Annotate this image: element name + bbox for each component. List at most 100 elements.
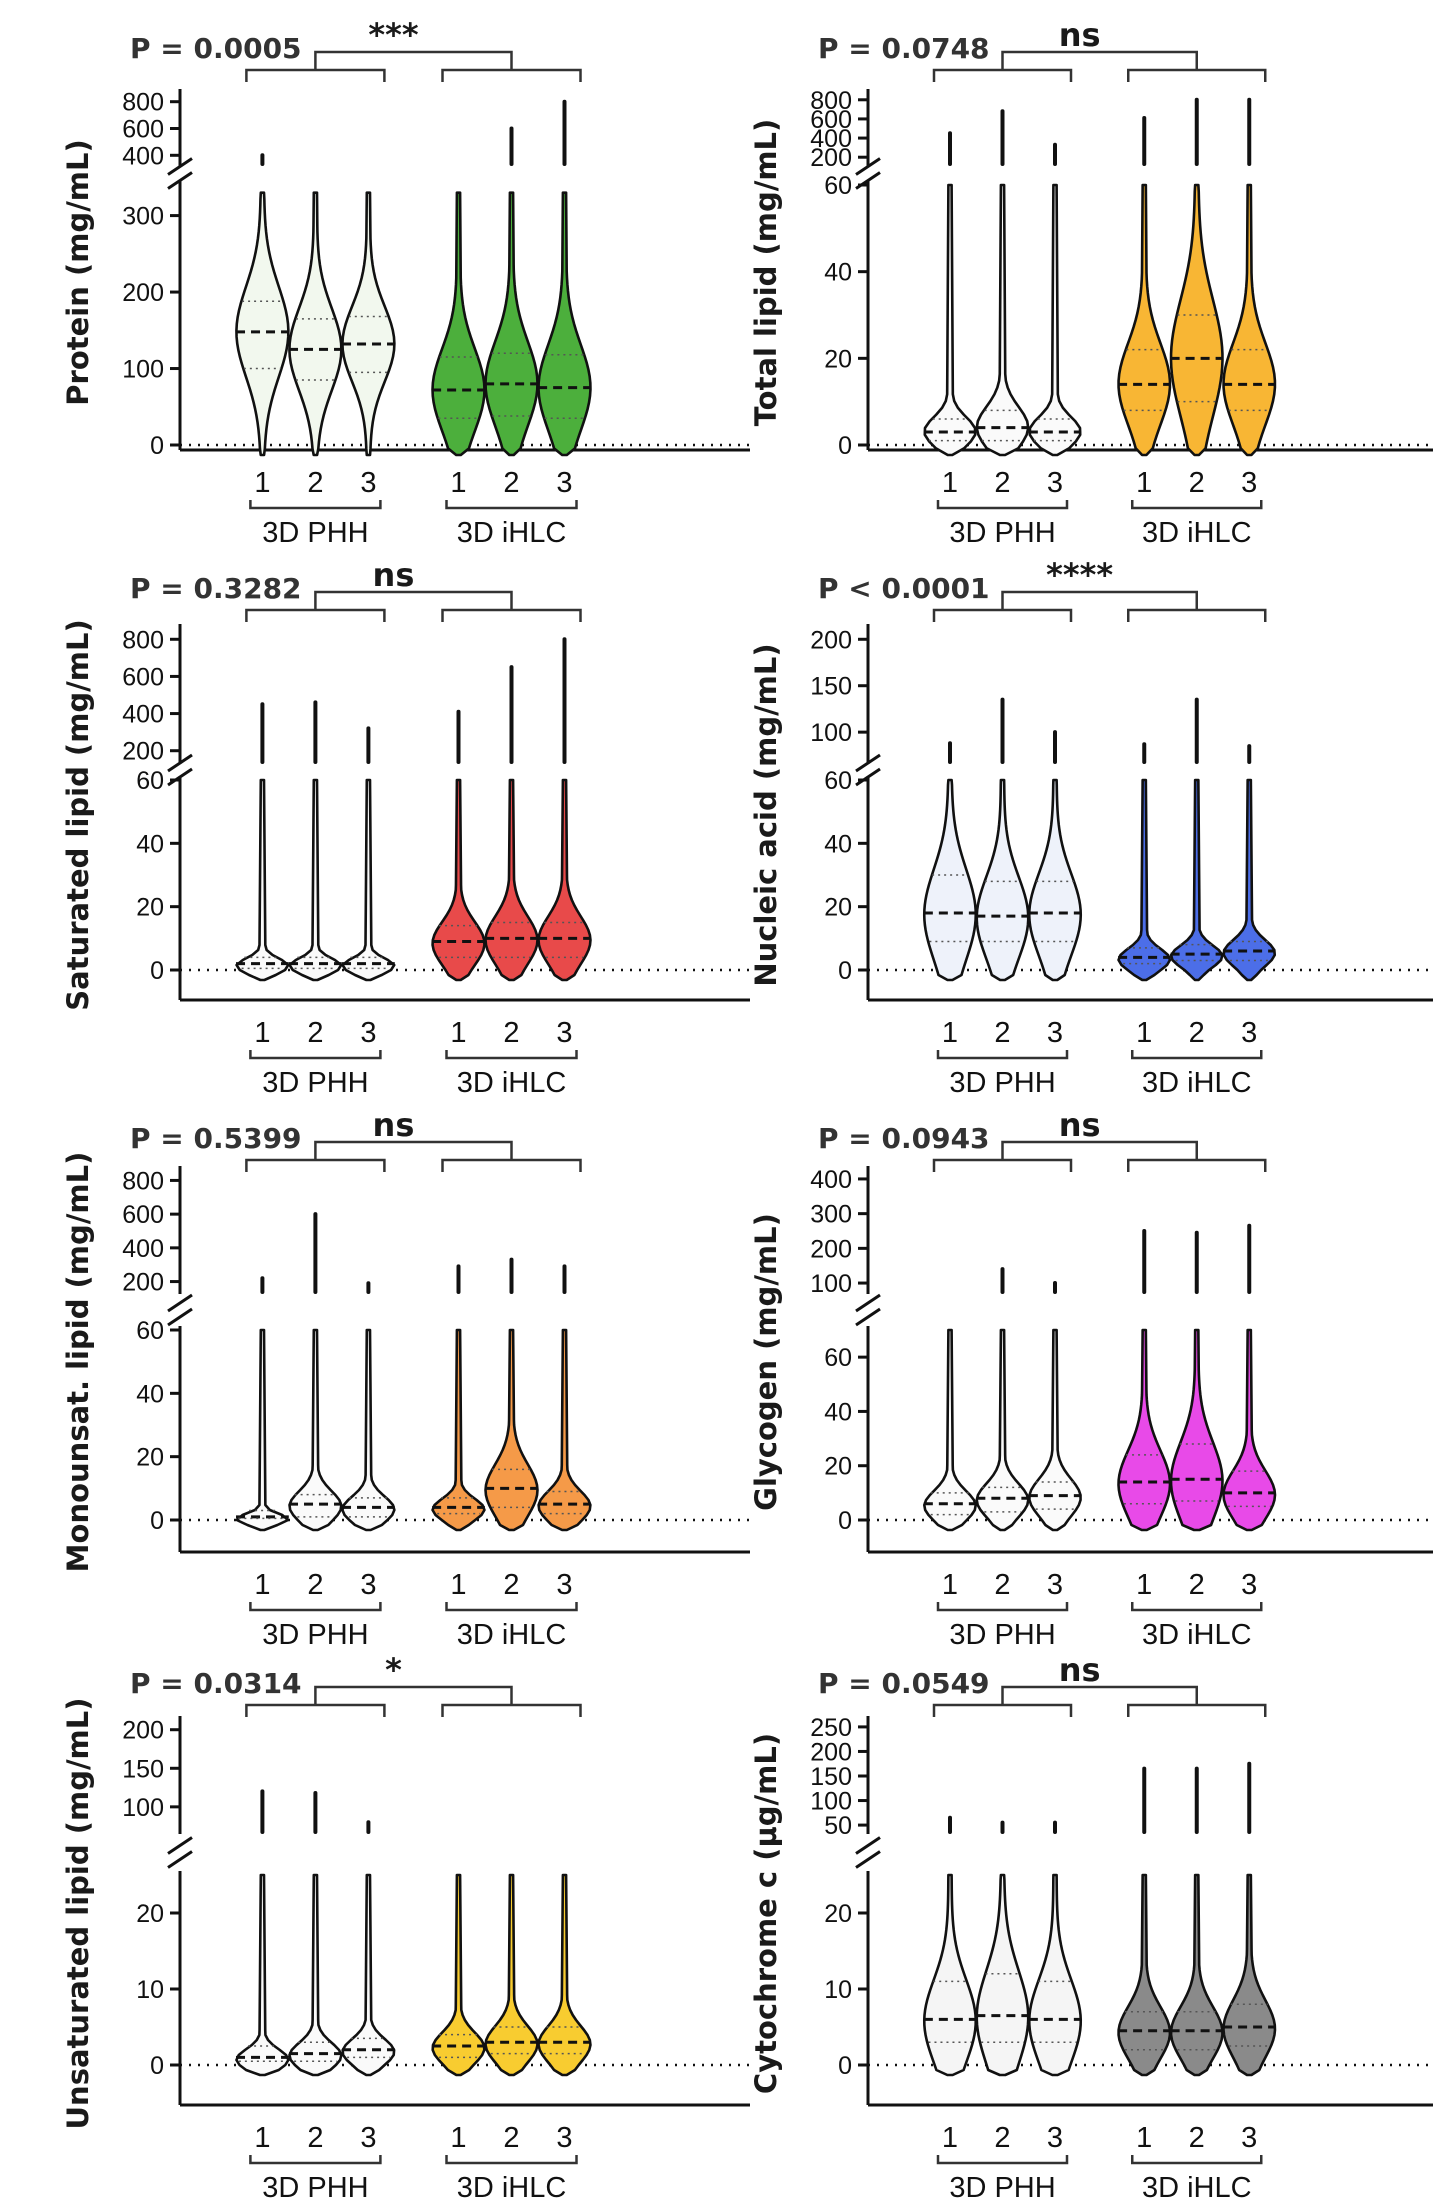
violin-body	[975, 1328, 1030, 1532]
category-label: 3	[1047, 1569, 1063, 1601]
group-label: 3D PHH	[949, 2172, 1055, 2201]
violin-3d-phh-2	[975, 1267, 1030, 1532]
p-value: P = 0.0005	[130, 32, 302, 65]
group-label: 3D PHH	[262, 517, 368, 549]
axis-break-mark	[167, 1293, 193, 1313]
violin-body	[1117, 778, 1172, 982]
violin-body	[1117, 1328, 1172, 1532]
category-label: 2	[503, 467, 519, 499]
violin-3d-phh-3	[1027, 1820, 1083, 2077]
category-label: 2	[307, 467, 323, 499]
category-label: 2	[994, 467, 1010, 499]
violin-body	[922, 778, 978, 982]
category-label: 3	[1241, 467, 1257, 499]
violin-3d-ihlc-1	[1117, 115, 1172, 457]
category-label: 1	[254, 2122, 270, 2154]
violin-3d-phh-3	[341, 726, 396, 982]
significance-bracket	[314, 590, 513, 610]
y-tick-label: 100	[810, 1270, 852, 1298]
violin-3d-ihlc-2	[1169, 697, 1224, 982]
y-tick-label: 50	[824, 1812, 852, 1840]
violin-3d-phh-1	[922, 1328, 978, 1532]
violin-panel-4: 0 20 40 60 100 150 200 Nucleic acid (mg/mL) 1 2 3 1…	[749, 556, 1433, 1099]
group-bracket	[936, 500, 1069, 510]
comparison-bracket	[245, 608, 386, 622]
y-tick-label: 20	[824, 345, 852, 373]
p-value: P = 0.0748	[818, 32, 990, 65]
p-value: P = 0.0314	[130, 1667, 302, 1700]
violin-3d-ihlc-2	[484, 126, 539, 457]
violin-3d-ihlc-3	[1222, 1223, 1277, 1532]
group-bracket	[1131, 2155, 1263, 2165]
y-tick-label: 0	[150, 1507, 164, 1535]
category-label: 1	[450, 467, 466, 499]
group-bracket	[1131, 500, 1263, 510]
y-tick-label: 60	[136, 1317, 164, 1345]
violin-3d-phh-3	[1028, 1281, 1082, 1532]
category-label: 2	[1189, 1569, 1205, 1601]
significance-bracket	[1001, 50, 1198, 70]
y-tick-label: 100	[122, 356, 164, 384]
group-label: 3D iHLC	[1142, 2172, 1252, 2201]
significance-marker: ns	[1059, 1651, 1101, 1689]
violin-body	[431, 191, 486, 457]
violin-body	[537, 778, 592, 982]
violin-body	[288, 191, 343, 457]
y-tick-label: 0	[838, 1507, 852, 1535]
category-label: 3	[1241, 1569, 1257, 1601]
violin-3d-ihlc-2	[484, 1257, 539, 1532]
category-label: 3	[1241, 1017, 1257, 1049]
y-tick-label: 300	[122, 203, 164, 231]
y-tick-label: 400	[122, 701, 164, 729]
category-label: 1	[450, 2122, 466, 2154]
violin-3d-phh-1	[235, 1276, 290, 1532]
significance-bracket	[314, 50, 513, 70]
comparison-bracket	[441, 608, 582, 622]
category-label: 3	[360, 2122, 376, 2154]
y-tick-label: 200	[122, 1717, 164, 1745]
comparison-bracket	[441, 1703, 582, 1717]
axis-break-mark	[855, 1307, 881, 1327]
category-label: 2	[503, 1569, 519, 1601]
axis-break-mark	[855, 767, 881, 787]
violin-body	[1169, 1328, 1224, 1532]
violin-3d-phh-3	[341, 191, 396, 457]
y-tick-label: 800	[810, 87, 852, 115]
violin-3d-phh-3	[341, 1281, 396, 1532]
category-label: 2	[994, 1017, 1010, 1049]
category-label: 1	[254, 1017, 270, 1049]
y-tick-label: 20	[136, 1444, 164, 1472]
violin-3d-ihlc-2	[1169, 97, 1224, 457]
y-tick-label: 20	[136, 894, 164, 922]
y-tick-label: 0	[150, 2052, 164, 2080]
violin-body	[431, 1873, 486, 2077]
y-axis-label: Unsaturated lipid (mg/mL)	[61, 1698, 95, 2130]
violin-3d-ihlc-1	[431, 1873, 486, 2077]
comparison-bracket	[245, 1703, 386, 1717]
y-tick-label: 40	[136, 830, 164, 858]
y-tick-label: 600	[122, 663, 164, 691]
violin-3d-ihlc-1	[1117, 1766, 1172, 2077]
y-tick-label: 150	[810, 1763, 852, 1791]
category-label: 2	[1189, 467, 1205, 499]
y-tick-label: 0	[838, 432, 852, 460]
category-label: 1	[942, 2122, 958, 2154]
y-tick-label: 10	[136, 1976, 164, 2004]
group-label: 3D PHH	[262, 1067, 368, 1099]
y-tick-label: 200	[122, 1269, 164, 1297]
violin-body	[537, 1328, 592, 1532]
y-tick-label: 100	[810, 1788, 852, 1816]
category-label: 1	[942, 1017, 958, 1049]
p-value: P = 0.0943	[818, 1122, 990, 1155]
violin-panel-6: 0 20 40 60 100 200 300 400 Glycogen (mg/mL) 1 2 3 1 2…	[749, 1106, 1433, 1651]
violin-3d-phh-2	[975, 109, 1030, 457]
y-tick-label: 40	[136, 1380, 164, 1408]
category-label: 1	[254, 467, 270, 499]
y-tick-label: 200	[810, 1738, 852, 1766]
violin-3d-ihlc-3	[1222, 1761, 1277, 2077]
violin-body	[1117, 1873, 1172, 2077]
group-bracket	[249, 500, 382, 510]
group-label: 3D iHLC	[457, 2172, 567, 2201]
y-tick-label: 20	[824, 1453, 852, 1481]
